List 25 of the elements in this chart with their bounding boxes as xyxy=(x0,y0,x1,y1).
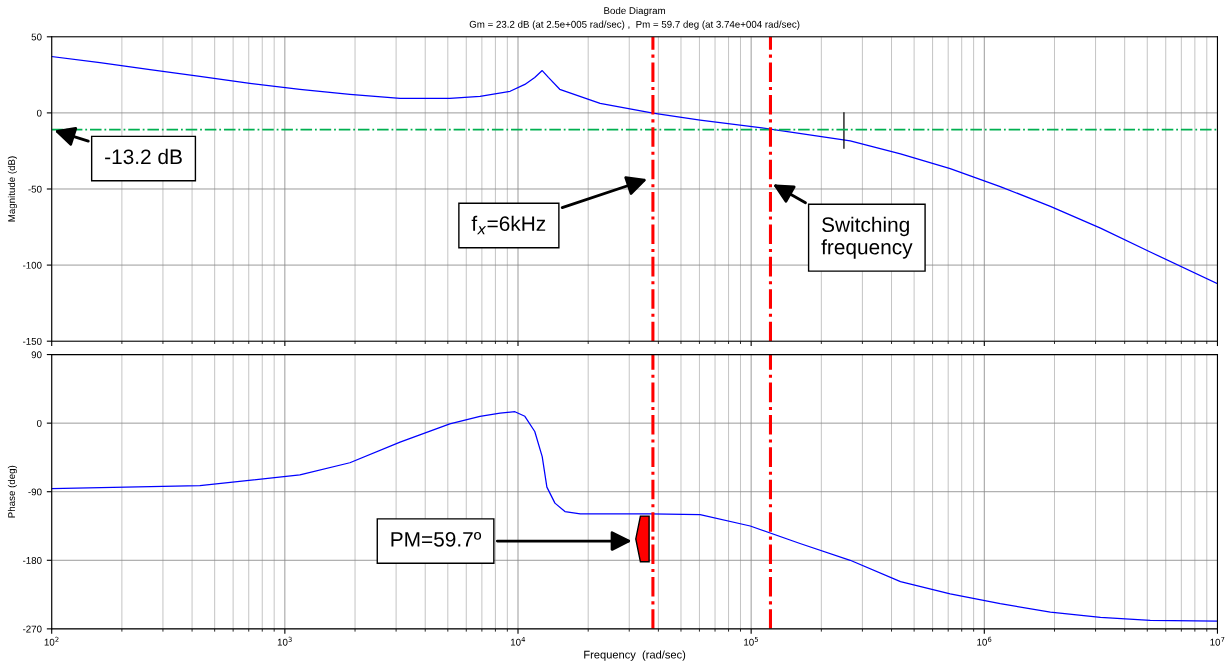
chart-subtitle: Gm = 23.2 dB (at 2.5e+005 rad/sec) , Pm = 59.7 deg (at 3.74e+004 rad/sec) xyxy=(469,20,800,30)
x-tick-label: 10$^{7}$ xyxy=(1210,636,1225,646)
y-axis-title: Magnitude (dB) xyxy=(7,156,17,222)
annotation: PM=59.7º xyxy=(391,531,482,547)
annotation: -13.2 dB xyxy=(105,148,182,165)
y-tick-label: -100 xyxy=(22,261,42,269)
annotation: f$_{x}$=6kHz xyxy=(471,215,546,235)
y-tick-label: -150 xyxy=(22,337,42,345)
y-tick-label: -90 xyxy=(28,488,42,496)
x-tick-label: 10$^{2}$ xyxy=(44,636,59,646)
chart-title: Bode Diagram xyxy=(604,6,666,16)
y-tick-label: -50 xyxy=(28,185,42,193)
x-tick-label: 10$^{6}$ xyxy=(977,636,992,646)
x-tick-label: 10$^{3}$ xyxy=(277,636,292,646)
y-tick-label: 50 xyxy=(31,33,42,41)
x-tick-label: 10$^{5}$ xyxy=(744,636,759,646)
y-tick-label: 0 xyxy=(36,109,42,117)
y-tick-label: -180 xyxy=(22,557,42,564)
y-tick-label: 90 xyxy=(31,351,42,359)
y-tick-label: -270 xyxy=(22,625,42,633)
annotation: Switching frequency xyxy=(821,216,913,259)
y-axis-title: Phase (deg) xyxy=(7,465,17,518)
y-tick-label: 0 xyxy=(36,419,42,427)
x-axis-title: Frequency (rad/sec) xyxy=(584,650,686,661)
x-tick-label: 10$^{4}$ xyxy=(510,636,526,646)
